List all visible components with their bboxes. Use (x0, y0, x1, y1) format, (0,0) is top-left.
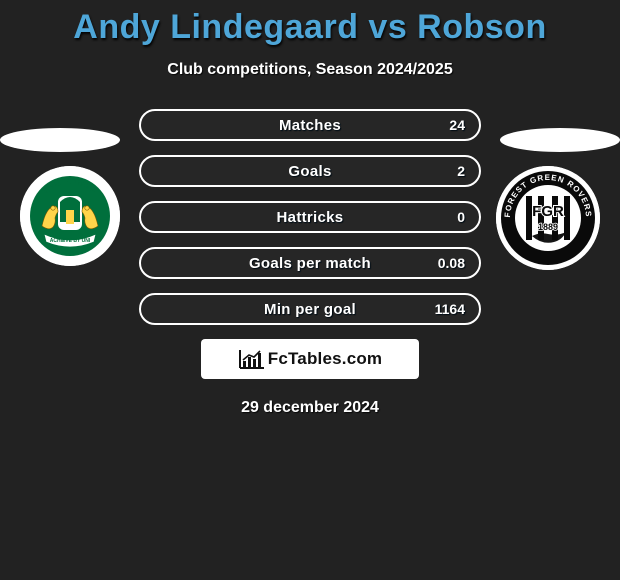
footer-date: 29 december 2024 (0, 399, 620, 417)
stat-label: Min per goal (264, 301, 356, 318)
stat-row-goals: Goals 2 (139, 155, 481, 187)
stat-row-min-per-goal: Min per goal 1164 (139, 293, 481, 325)
brand-text: FcTables.com (268, 349, 383, 369)
left-shadow-ellipse (0, 128, 120, 152)
stat-value: 2 (457, 163, 465, 179)
stat-value: 24 (449, 117, 465, 133)
crest-right-year: 1889 (538, 222, 558, 232)
page-title: Andy Lindegaard vs Robson (0, 0, 620, 47)
stat-row-goals-per-match: Goals per match 0.08 (139, 247, 481, 279)
stat-value: 0.08 (438, 255, 465, 271)
right-team-crest: FOREST GREEN ROVERS FGR 1889 (496, 166, 600, 270)
stat-value: 1164 (435, 301, 465, 317)
right-shadow-ellipse (500, 128, 620, 152)
crest-right-initials: FGR (532, 203, 564, 220)
stat-row-matches: Matches 24 (139, 109, 481, 141)
left-team-crest: OVIL TOWN F ACHIEVE BY UNI (20, 166, 120, 266)
brand-pill[interactable]: FcTables.com (201, 339, 419, 379)
stat-label: Hattricks (277, 209, 344, 226)
stat-label: Goals per match (249, 255, 371, 272)
bar-chart-icon (238, 348, 266, 370)
crest-left-motto: ACHIEVE BY UNI (50, 238, 91, 244)
stat-value: 0 (457, 209, 465, 225)
stat-label: Goals (288, 163, 331, 180)
stat-label: Matches (279, 117, 341, 134)
yeovil-town-crest-icon: OVIL TOWN F ACHIEVE BY UNI (20, 166, 120, 266)
subtitle: Club competitions, Season 2024/2025 (0, 61, 620, 79)
forest-green-rovers-crest-icon: FOREST GREEN ROVERS FGR 1889 (496, 166, 600, 270)
stats-list: Matches 24 Goals 2 Hattricks 0 Goals per… (139, 109, 481, 325)
stat-row-hattricks: Hattricks 0 (139, 201, 481, 233)
